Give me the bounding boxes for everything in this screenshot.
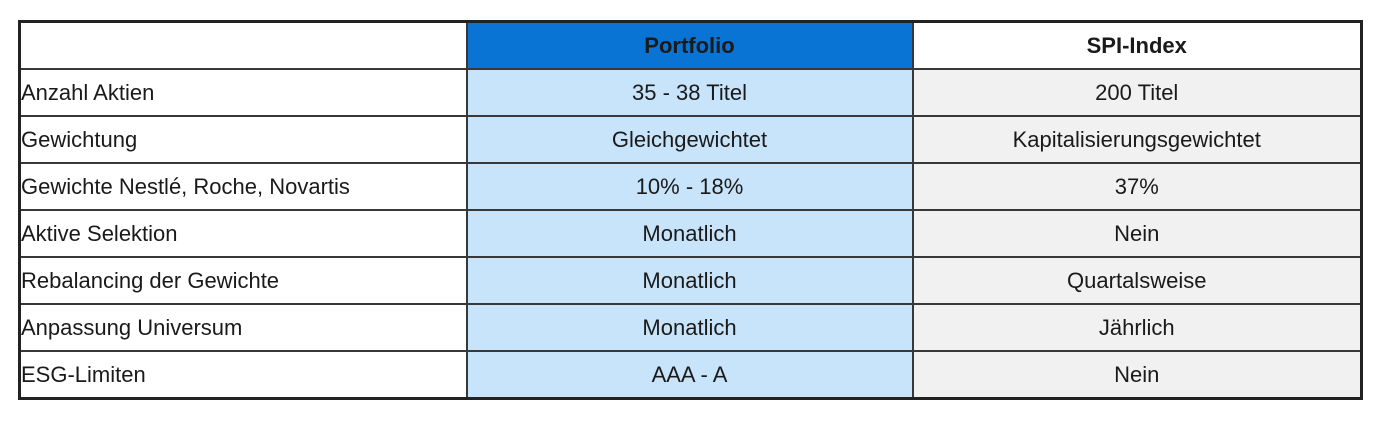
row-label-cell: Aktive Selektion xyxy=(18,209,468,258)
row-label-cell: Anzahl Aktien xyxy=(18,68,468,117)
table-row: Anpassung Universum Monatlich Jährlich xyxy=(18,303,1363,352)
table-body: Anzahl Aktien 35 - 38 Titel 200 Titel Gewic… xyxy=(18,68,1363,400)
portfolio-value-cell: Gleichgewichtet xyxy=(465,115,914,164)
spi-value-cell: Nein xyxy=(911,209,1363,258)
table-row: Rebalancing der Gewichte Monatlich Quartal… xyxy=(18,256,1363,305)
table-row: Anzahl Aktien 35 - 38 Titel 200 Titel xyxy=(18,68,1363,117)
table-row: Gewichtung Gleichgewichtet Kapitalisierung… xyxy=(18,115,1363,164)
portfolio-value-cell: AAA - A xyxy=(465,350,914,400)
comparison-table-container: Portfolio SPI-Index Anzahl Aktien 35 - 38… xyxy=(18,20,1363,400)
spi-value-cell: 37% xyxy=(911,162,1363,211)
column-header-blank xyxy=(18,20,468,70)
table-row: Gewichte Nestlé, Roche, Novartis 10% - 18… xyxy=(18,162,1363,211)
table-row: ESG-Limiten AAA - A Nein xyxy=(18,350,1363,400)
table-header-row: Portfolio SPI-Index xyxy=(18,20,1363,70)
row-label-cell: ESG-Limiten xyxy=(18,350,468,400)
row-label-cell: Gewichte Nestlé, Roche, Novartis xyxy=(18,162,468,211)
portfolio-value-cell: Monatlich xyxy=(465,303,914,352)
column-header-portfolio: Portfolio xyxy=(465,20,914,70)
spi-value-cell: Kapitalisierungsgewichtet xyxy=(911,115,1363,164)
portfolio-value-cell: Monatlich xyxy=(465,256,914,305)
row-label-cell: Rebalancing der Gewichte xyxy=(18,256,468,305)
portfolio-value-cell: Monatlich xyxy=(465,209,914,258)
column-header-spi-index: SPI-Index xyxy=(911,20,1363,70)
portfolio-value-cell: 10% - 18% xyxy=(465,162,914,211)
portfolio-vs-spi-comparison-table: Portfolio SPI-Index Anzahl Aktien 35 - 38… xyxy=(18,20,1363,400)
spi-value-cell: 200 Titel xyxy=(911,68,1363,117)
spi-value-cell: Nein xyxy=(911,350,1363,400)
row-label-cell: Anpassung Universum xyxy=(18,303,468,352)
table-row: Aktive Selektion Monatlich Nein xyxy=(18,209,1363,258)
spi-value-cell: Jährlich xyxy=(911,303,1363,352)
spi-value-cell: Quartalsweise xyxy=(911,256,1363,305)
portfolio-value-cell: 35 - 38 Titel xyxy=(465,68,914,117)
row-label-cell: Gewichtung xyxy=(18,115,468,164)
